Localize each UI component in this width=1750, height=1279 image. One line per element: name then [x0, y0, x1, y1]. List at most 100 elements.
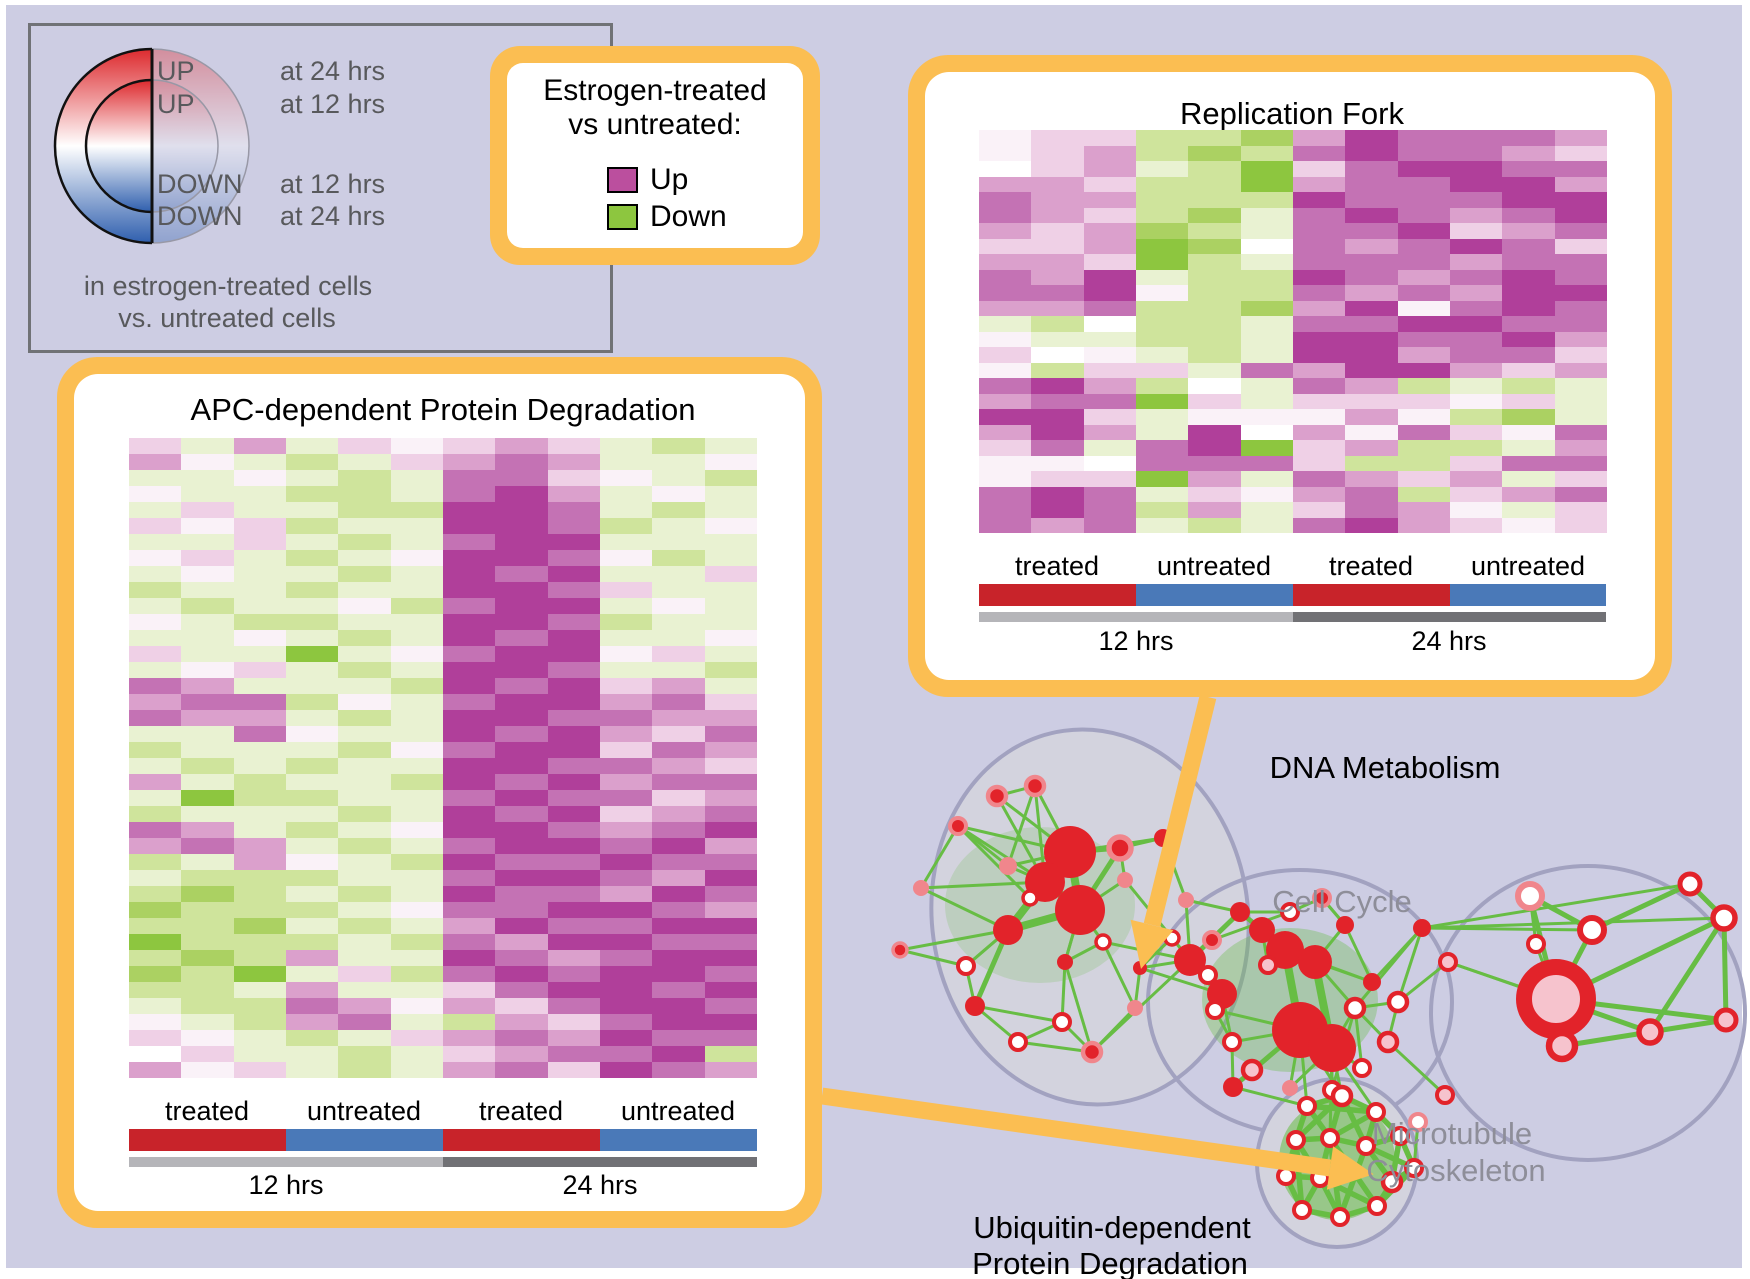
heatmap-cell — [233, 774, 286, 790]
heatmap-cell — [338, 870, 391, 886]
heatmap-cell — [1031, 254, 1084, 270]
heatmap-cell — [233, 646, 286, 662]
heatmap-cell — [979, 238, 1032, 254]
heatmap-cell — [129, 582, 182, 598]
heatmap-cell — [1083, 362, 1136, 378]
heatmap-cell — [652, 838, 705, 854]
heatmap-cell — [495, 854, 548, 870]
heatmap-cell — [704, 1014, 757, 1030]
heatmap-cell — [704, 742, 757, 758]
network-edge — [1232, 1085, 1308, 1108]
heatmap-cell — [704, 1046, 757, 1062]
heatmap-cell — [599, 678, 653, 694]
heatmap-cell — [1502, 502, 1555, 518]
heatmap-cell — [442, 582, 496, 598]
heatmap-cell — [233, 438, 286, 454]
heatmap-cell — [495, 614, 548, 630]
heatmap-cell — [1397, 471, 1450, 487]
heatmap-cell — [1397, 285, 1450, 301]
heatmap-cell — [129, 1062, 182, 1078]
heatmap-cell — [1449, 285, 1503, 301]
heatmap-cell — [1031, 331, 1084, 347]
heatmap-cell — [1502, 316, 1555, 332]
heatmap-cell — [1449, 238, 1503, 254]
heatmap-cell — [599, 806, 653, 822]
heatmap-cell — [1502, 145, 1555, 161]
heatmap-cell — [1554, 393, 1607, 409]
heatmap-cell — [1449, 130, 1503, 146]
heatmap-cell — [1240, 176, 1293, 192]
heatmap-cell — [704, 854, 757, 870]
heatmap-cell — [1554, 378, 1607, 394]
heatmap-cell — [599, 822, 653, 838]
heatmap-cell — [1083, 455, 1136, 471]
heatmap-cell — [1292, 393, 1346, 409]
heatmap-cell — [233, 502, 286, 518]
network-node — [1198, 965, 1218, 985]
heatmap-cell — [599, 886, 653, 902]
heatmap-cell — [129, 742, 182, 758]
heatmap-cell — [652, 966, 705, 982]
estrogen-legend-panel — [490, 46, 820, 265]
heatmap-cell — [599, 710, 653, 726]
heatmap-cell — [1292, 223, 1346, 239]
heatmap-cell — [1240, 409, 1293, 425]
heatmap-cell — [181, 1030, 234, 1046]
rf-group-label: treated — [1014, 551, 1100, 581]
heatmap-cell — [1292, 455, 1346, 471]
heatmap-cell — [1345, 145, 1398, 161]
heatmap-cell — [1135, 130, 1189, 146]
heatmap-cell — [1240, 238, 1293, 254]
heatmap-cell — [285, 982, 339, 998]
heatmap-cell — [1188, 502, 1241, 518]
network-edge — [974, 1004, 1063, 1024]
heatmap-cell — [1188, 161, 1241, 177]
heatmap-cell — [233, 470, 286, 486]
heatmap-cell — [233, 454, 286, 470]
heatmap-cell — [129, 662, 182, 678]
heatmap-cell — [442, 1014, 496, 1030]
rf-treated-bar — [979, 584, 1136, 606]
heatmap-cell — [495, 662, 548, 678]
heatmap-cell — [1292, 316, 1346, 332]
rf-time-label: 24 hrs — [1411, 626, 1487, 656]
heatmap-cell — [1292, 207, 1346, 223]
apc-24hrs-bar — [443, 1157, 757, 1167]
heatmap-cell — [181, 950, 234, 966]
apc-time-label: 12 hrs — [248, 1170, 324, 1200]
heatmap-cell — [979, 440, 1032, 456]
heatmap-cell — [1083, 130, 1136, 146]
heatmap-cell — [1397, 161, 1450, 177]
heatmap-cell — [233, 630, 286, 646]
network-node — [965, 996, 985, 1016]
heatmap-cell — [1083, 393, 1136, 409]
network-node — [1343, 996, 1367, 1020]
legend-footnote-1: in estrogen-treated cells — [83, 271, 373, 301]
heatmap-cell — [1031, 517, 1084, 533]
heatmap-cell — [547, 886, 600, 902]
network-node — [1526, 934, 1546, 954]
heatmap-cell — [129, 710, 182, 726]
heatmap-cell — [1345, 331, 1398, 347]
heatmap-cell — [704, 982, 757, 998]
heatmap-cell — [547, 950, 600, 966]
heatmap-cell — [1554, 269, 1607, 285]
network-node — [1021, 889, 1039, 907]
network-node — [1413, 919, 1431, 937]
heatmap-cell — [285, 630, 339, 646]
heatmap-cell — [1240, 145, 1293, 161]
heatmap-cell — [1292, 269, 1346, 285]
heatmap-cell — [338, 790, 391, 806]
network-node — [1404, 1158, 1424, 1178]
apc-untreated-bar — [286, 1129, 443, 1151]
network-node — [1202, 930, 1222, 950]
network-edge — [1060, 961, 1067, 1023]
connector-arrowhead-icon — [1326, 1146, 1374, 1190]
rf-treated-bar — [1293, 584, 1450, 606]
heatmap-cell — [1083, 378, 1136, 394]
heatmap-cell — [1449, 331, 1503, 347]
heatmap-cell — [495, 934, 548, 950]
heatmap-cell — [547, 646, 600, 662]
heatmap-cell — [1135, 161, 1189, 177]
heatmap-cell — [129, 966, 182, 982]
